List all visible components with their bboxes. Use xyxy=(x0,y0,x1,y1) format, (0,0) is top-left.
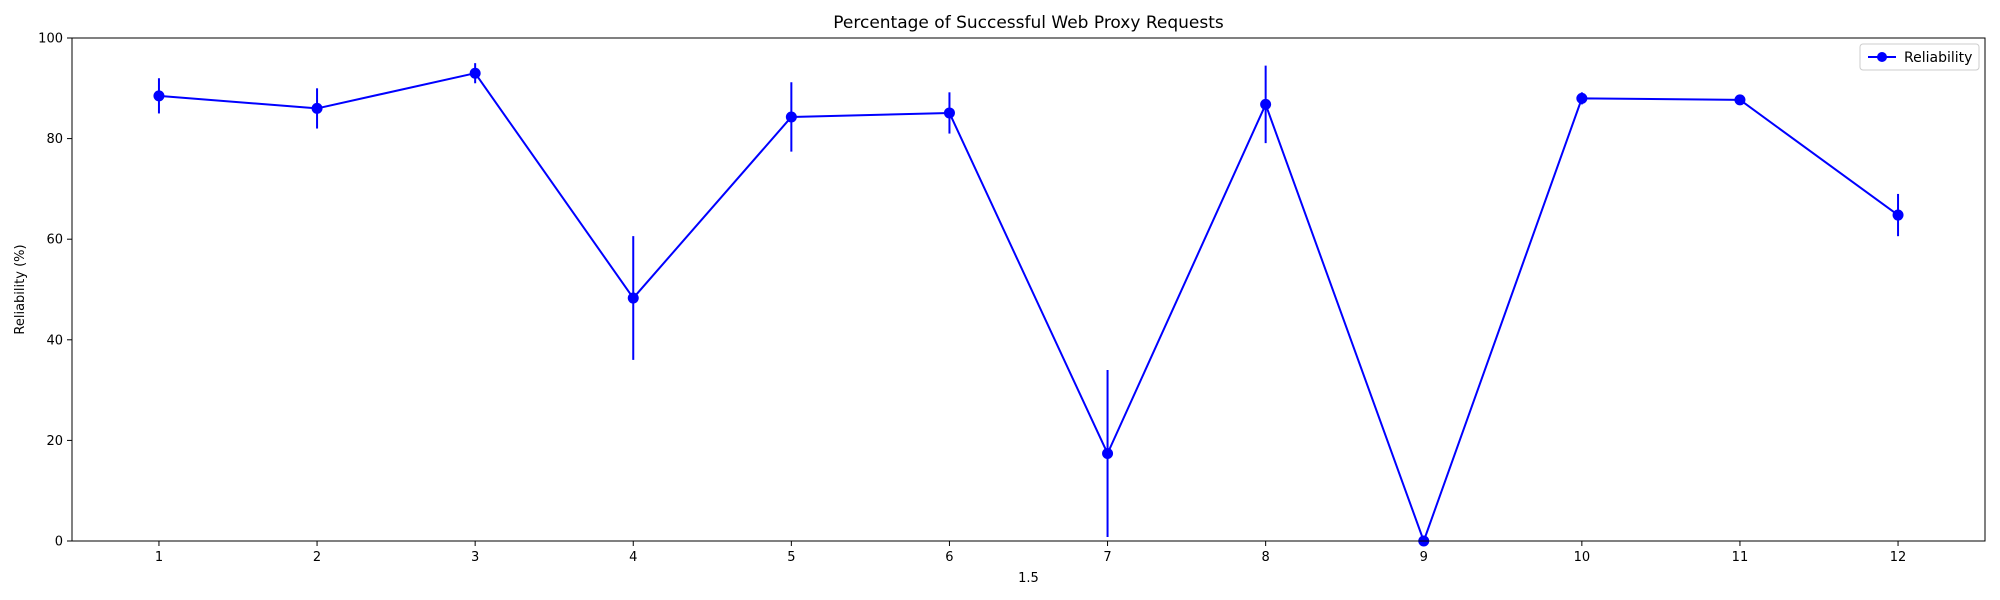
chart-title: Percentage of Successful Web Proxy Reque… xyxy=(833,13,1224,33)
y-tick-label: 40 xyxy=(46,333,63,348)
data-point xyxy=(1734,94,1746,106)
x-tick-label: 8 xyxy=(1262,550,1270,565)
legend-label-reliability: Reliability xyxy=(1904,50,1972,66)
y-axis-label: Reliability (%) xyxy=(13,244,28,334)
data-point xyxy=(785,111,797,123)
y-tick-label: 100 xyxy=(38,32,63,47)
legend-dot-marker xyxy=(1877,52,1887,62)
data-point xyxy=(1260,98,1272,110)
x-tick-label: 12 xyxy=(1890,550,1907,565)
x-tick-label: 1 xyxy=(155,550,163,565)
data-point xyxy=(1102,447,1114,459)
x-tick-label: 10 xyxy=(1574,550,1591,565)
data-point xyxy=(1576,92,1588,104)
x-tick-label: 3 xyxy=(471,550,479,565)
data-point xyxy=(943,107,955,119)
x-tick-label: 9 xyxy=(1420,550,1428,565)
x-tick-label: 6 xyxy=(945,550,953,565)
x-tick-label: 7 xyxy=(1103,550,1111,565)
x-tick-label: 4 xyxy=(629,550,637,565)
x-tick-label: 11 xyxy=(1732,550,1749,565)
series-line-reliability xyxy=(158,72,1899,542)
y-tick-label: 60 xyxy=(46,233,63,248)
data-point xyxy=(1892,209,1904,221)
x-tick-label: 2 xyxy=(313,550,321,565)
data-point xyxy=(469,67,481,79)
y-tick-label: 80 xyxy=(46,132,63,147)
legend: Reliability xyxy=(1859,43,1980,71)
data-point xyxy=(311,102,323,114)
plot-background xyxy=(72,38,1985,541)
x-axis-label: 1.5 xyxy=(1018,571,1039,586)
x-tick-label: 5 xyxy=(787,550,795,565)
data-point xyxy=(153,90,165,102)
y-tick-label: 0 xyxy=(55,535,63,550)
data-point xyxy=(627,292,639,304)
plot-frame xyxy=(71,37,1986,542)
legend-box xyxy=(1859,43,1980,71)
y-tick-label: 20 xyxy=(46,434,63,449)
